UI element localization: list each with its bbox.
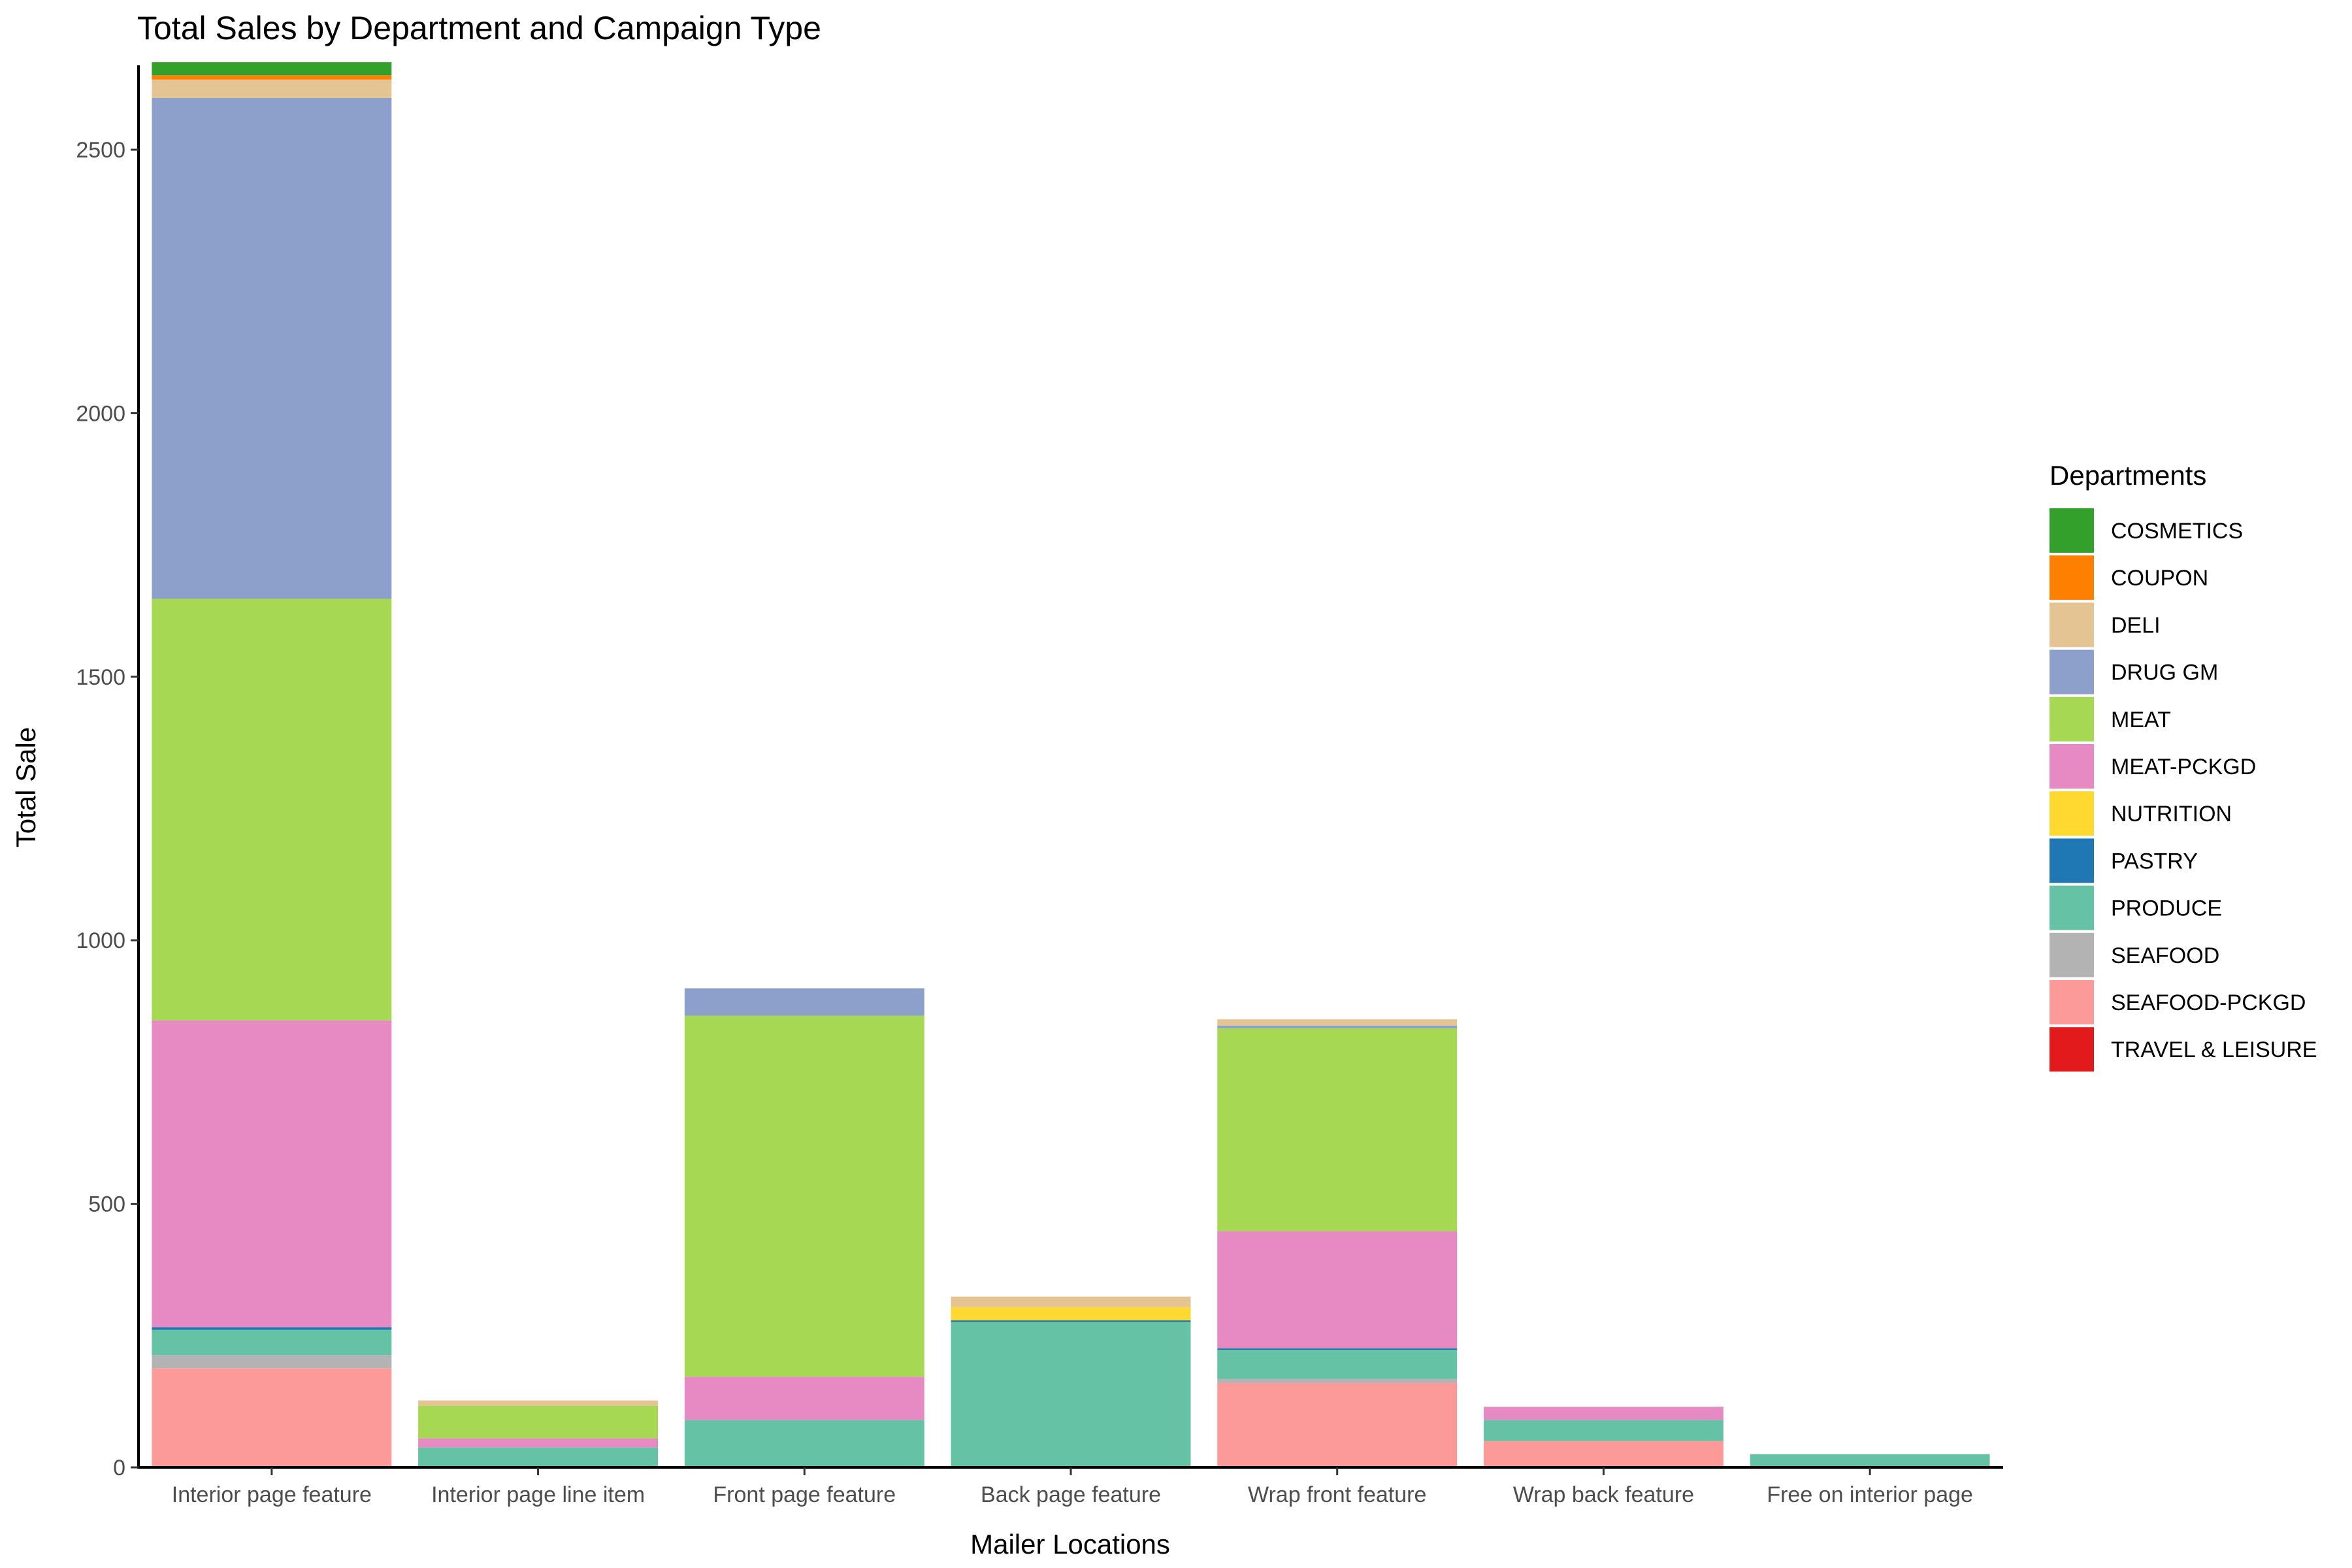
legend-key-deli [2050, 602, 2094, 647]
bar-wrap-front-feature-pastry [1217, 1348, 1458, 1350]
legend-key-drug-gm [2050, 649, 2094, 694]
bar-wrap-front-feature-seafood-pckgd [1217, 1382, 1458, 1467]
bar-wrap-front-feature-deli [1217, 1019, 1458, 1026]
bar-interior-page-feature-pastry [152, 1327, 392, 1330]
x-tick-label: Interior page line item [431, 1482, 645, 1507]
bar-wrap-front-feature-meat [1217, 1028, 1458, 1232]
bar-back-page-feature-deli [951, 1296, 1191, 1307]
bar-interior-page-feature-seafood-pckgd [152, 1368, 392, 1467]
bar-front-page-feature-meat [684, 1015, 924, 1377]
x-tick-label: Front page feature [713, 1482, 896, 1507]
y-axis-title: Total Sale [10, 727, 41, 847]
bar-front-page-feature-drug-gm [684, 988, 924, 1016]
legend-label-deli: DELI [2111, 613, 2161, 638]
legend-title: Departments [2050, 460, 2206, 491]
legend-label-travel-leisure: TRAVEL & LEISURE [2111, 1037, 2317, 1062]
y-tick-label: 1500 [76, 665, 125, 690]
bar-interior-page-line-item-deli [418, 1400, 659, 1406]
bar-interior-page-line-item-meat [418, 1405, 659, 1439]
bar-interior-page-line-item-meat-pckgd [418, 1438, 659, 1448]
legend-label-produce: PRODUCE [2111, 896, 2222, 921]
y-tick-label: 2000 [76, 401, 125, 426]
legend-label-seafood-pckgd: SEAFOOD-PCKGD [2111, 990, 2306, 1015]
bar-interior-page-feature-coupon [152, 75, 392, 80]
bar-interior-page-feature-meat-pckgd [152, 1020, 392, 1328]
bar-wrap-front-feature-produce [1217, 1350, 1458, 1379]
bar-back-page-feature-produce [951, 1322, 1191, 1467]
x-axis-ticks: Interior page feature Interior page line … [172, 1467, 1973, 1507]
x-tick-label: Wrap front feature [1248, 1482, 1426, 1507]
x-tick-label: Back page feature [981, 1482, 1161, 1507]
legend-key-produce [2050, 885, 2094, 930]
legend-label-seafood: SEAFOOD [2111, 943, 2219, 968]
bar-free-on-interior-page-produce [1750, 1454, 1990, 1467]
bar-wrap-front-feature-drug-gm [1217, 1025, 1458, 1028]
bar-front-page-feature-produce [684, 1420, 924, 1467]
legend-items: COSMETICS COUPON DELI DRUG GM MEAT MEAT-PCKGD… [2050, 508, 2317, 1072]
legend-key-travel-leisure [2050, 1027, 2094, 1072]
legend-label-drug-gm: DRUG GM [2111, 661, 2218, 685]
bar-interior-page-feature-meat [152, 598, 392, 1021]
x-tick-label: Free on interior page [1767, 1482, 1973, 1507]
bar-wrap-front-feature-seafood [1217, 1379, 1458, 1383]
chart-title: Total Sales by Department and Campaign T… [137, 10, 821, 46]
legend-key-nutrition [2050, 791, 2094, 836]
legend-key-meat [2050, 696, 2094, 742]
bars-layer [152, 62, 1990, 1467]
legend-label-pastry: PASTRY [2111, 849, 2198, 874]
y-tick-label: 1000 [76, 928, 125, 953]
y-tick-label: 0 [113, 1456, 125, 1480]
legend-label-cosmetics: COSMETICS [2111, 519, 2243, 544]
bar-wrap-back-feature-produce [1483, 1420, 1723, 1441]
bar-interior-page-feature-seafood [152, 1355, 392, 1369]
bar-interior-page-feature-deli [152, 79, 392, 99]
x-tick-label: Wrap back feature [1513, 1482, 1694, 1507]
legend-key-seafood-pckgd [2050, 980, 2094, 1024]
y-tick-label: 500 [88, 1192, 125, 1217]
legend: Departments COSMETICS COUPON DELI DRUG GM ME… [2050, 460, 2317, 1072]
bar-interior-page-feature-produce [152, 1330, 392, 1356]
bar-wrap-back-feature-seafood-pckgd [1483, 1441, 1723, 1467]
bar-interior-page-feature-cosmetics [152, 62, 392, 76]
legend-label-nutrition: NUTRITION [2111, 802, 2232, 826]
legend-key-seafood [2050, 932, 2094, 977]
bar-wrap-front-feature-meat-pckgd [1217, 1231, 1458, 1348]
legend-key-cosmetics [2050, 508, 2094, 553]
bar-interior-page-feature-drug-gm [152, 98, 392, 599]
bar-back-page-feature-nutrition [951, 1307, 1191, 1320]
bar-interior-page-line-item-produce [418, 1447, 659, 1467]
y-tick-label: 2500 [76, 138, 125, 163]
bar-front-page-feature-meat-pckgd [684, 1377, 924, 1420]
x-axis-title: Mailer Locations [970, 1529, 1170, 1560]
bar-back-page-feature-pastry [951, 1320, 1191, 1322]
legend-label-meat: MEAT [2111, 708, 2171, 732]
y-axis-ticks: 0 500 1000 1500 2000 2500 [76, 138, 139, 1480]
legend-key-meat-pckgd [2050, 744, 2094, 789]
x-tick-label: Interior page feature [172, 1482, 372, 1507]
bar-wrap-back-feature-meat-pckgd [1483, 1407, 1723, 1420]
legend-label-coupon: COUPON [2111, 566, 2208, 591]
legend-key-pastry [2050, 838, 2094, 883]
legend-key-coupon [2050, 555, 2094, 600]
legend-label-meat-pckgd: MEAT-PCKGD [2111, 755, 2256, 779]
